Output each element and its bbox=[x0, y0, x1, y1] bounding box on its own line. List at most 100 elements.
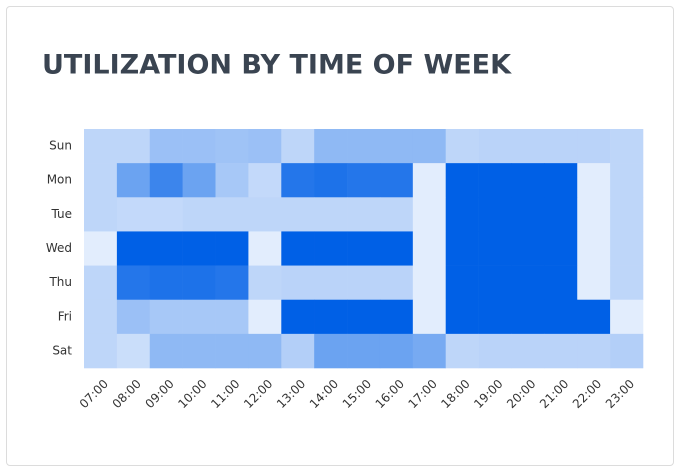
y-tick-label: Sun bbox=[49, 139, 72, 153]
heat-cell bbox=[182, 129, 216, 164]
heat-cell bbox=[577, 129, 611, 164]
heat-cell bbox=[610, 129, 644, 164]
heat-cell bbox=[544, 333, 578, 369]
heat-cell bbox=[347, 163, 381, 198]
heat-cell bbox=[215, 333, 249, 369]
heat-cell bbox=[445, 231, 479, 266]
heat-cell bbox=[84, 197, 118, 232]
heat-cell bbox=[347, 333, 381, 369]
heat-cell bbox=[445, 197, 479, 232]
y-tick-label: Wed bbox=[46, 241, 72, 255]
heat-cell bbox=[116, 163, 151, 198]
heat-cell bbox=[248, 197, 282, 232]
heat-cell bbox=[248, 299, 282, 335]
heat-cell bbox=[610, 197, 644, 232]
heat-cell bbox=[412, 231, 447, 266]
heat-cell bbox=[379, 163, 414, 198]
heat-cell bbox=[248, 231, 282, 266]
heat-cell bbox=[149, 333, 183, 369]
heat-cell bbox=[412, 333, 447, 369]
x-tick-label: 20:00 bbox=[504, 377, 538, 411]
heat-cell bbox=[84, 299, 118, 335]
heat-cell bbox=[182, 231, 216, 266]
heat-cell bbox=[314, 129, 348, 164]
heat-cell bbox=[182, 197, 216, 232]
heat-cell bbox=[478, 265, 512, 301]
heat-cell bbox=[84, 333, 118, 369]
heat-cell bbox=[379, 231, 414, 266]
x-tick-label: 08:00 bbox=[110, 377, 144, 411]
x-tick-label: 07:00 bbox=[77, 377, 111, 411]
x-tick-label: 12:00 bbox=[241, 377, 275, 411]
x-tick-label: 16:00 bbox=[373, 377, 407, 411]
heat-cell bbox=[281, 231, 315, 266]
heat-cell bbox=[149, 299, 183, 335]
heat-cell bbox=[445, 163, 479, 198]
heat-cell bbox=[478, 299, 512, 335]
heat-cell bbox=[478, 333, 512, 369]
heat-cell bbox=[445, 299, 479, 335]
heat-cell bbox=[182, 265, 216, 301]
heat-cell bbox=[577, 231, 611, 266]
heat-cell bbox=[412, 299, 447, 335]
heat-cell bbox=[215, 129, 249, 164]
heat-cell bbox=[84, 129, 118, 164]
heat-cell bbox=[182, 299, 216, 335]
heat-cell bbox=[347, 129, 381, 164]
x-tick-label: 14:00 bbox=[307, 377, 341, 411]
heat-cell bbox=[610, 333, 644, 369]
heat-cell bbox=[379, 299, 414, 335]
heat-cell bbox=[379, 129, 414, 164]
heat-cell bbox=[314, 333, 348, 369]
heat-cell bbox=[281, 265, 315, 301]
chart-title: UTILIZATION BY TIME OF WEEK bbox=[42, 50, 512, 81]
heat-cell bbox=[445, 265, 479, 301]
heat-cell bbox=[511, 129, 545, 164]
x-tick-label: 23:00 bbox=[603, 377, 637, 411]
heat-cell bbox=[314, 299, 348, 335]
heat-cell bbox=[116, 265, 151, 301]
heat-cell bbox=[281, 333, 315, 369]
heat-cell bbox=[511, 231, 545, 266]
heat-cell bbox=[84, 231, 118, 266]
heat-cell bbox=[281, 129, 315, 164]
heat-cell bbox=[116, 197, 151, 232]
heat-cell bbox=[215, 163, 249, 198]
heat-cell bbox=[412, 129, 447, 164]
heat-cell bbox=[248, 129, 282, 164]
heat-cell bbox=[511, 265, 545, 301]
heat-cell bbox=[610, 231, 644, 266]
heat-cell bbox=[116, 129, 151, 164]
y-tick-label: Fri bbox=[58, 309, 72, 323]
heat-cell bbox=[347, 265, 381, 301]
x-tick-label: 19:00 bbox=[471, 377, 505, 411]
x-tick-label: 17:00 bbox=[405, 377, 439, 411]
heat-cell bbox=[445, 129, 479, 164]
heat-cell bbox=[281, 299, 315, 335]
heat-cell bbox=[544, 265, 578, 301]
heat-cell bbox=[182, 333, 216, 369]
x-tick-label: 09:00 bbox=[142, 377, 176, 411]
heat-cell bbox=[281, 197, 315, 232]
heat-cell bbox=[149, 265, 183, 301]
heat-cell bbox=[577, 265, 611, 301]
heat-cell bbox=[248, 265, 282, 301]
heat-cell bbox=[116, 333, 151, 369]
heat-cell bbox=[610, 265, 644, 301]
heat-cell bbox=[116, 299, 151, 335]
x-tick-label: 15:00 bbox=[340, 377, 374, 411]
y-tick-label: Mon bbox=[47, 173, 72, 187]
y-tick-label: Sat bbox=[52, 343, 72, 357]
heat-cell bbox=[478, 129, 512, 164]
heat-cell bbox=[577, 197, 611, 232]
heat-cell bbox=[347, 197, 381, 232]
heat-cell bbox=[544, 231, 578, 266]
heat-cell bbox=[577, 163, 611, 198]
heat-cell bbox=[412, 265, 447, 301]
heat-cell bbox=[314, 197, 348, 232]
heat-cell bbox=[412, 197, 447, 232]
heat-cell bbox=[314, 163, 348, 198]
heat-cell bbox=[511, 333, 545, 369]
x-tick-label: 10:00 bbox=[175, 377, 209, 411]
heat-cell bbox=[610, 299, 644, 335]
